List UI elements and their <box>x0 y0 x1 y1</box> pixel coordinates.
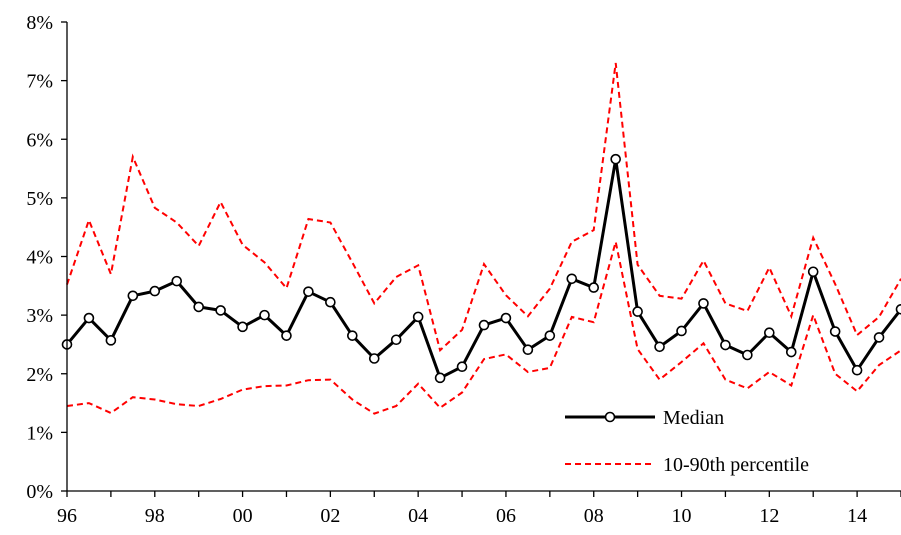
median-point <box>83 312 95 324</box>
median-point <box>171 275 183 287</box>
x-tick-label: 00 <box>233 505 253 527</box>
median-point <box>544 330 556 341</box>
median-point <box>500 312 512 324</box>
median-point <box>215 305 226 316</box>
median-point <box>368 353 380 364</box>
median-point <box>764 327 775 339</box>
x-tick-label: 12 <box>759 505 779 527</box>
x-tick-label: 10 <box>672 505 692 527</box>
median-point <box>720 339 731 351</box>
median-point <box>390 334 402 346</box>
median-point <box>676 325 687 337</box>
series-10th-percentile-line <box>66 241 901 415</box>
median-point <box>412 311 424 323</box>
x-tick-label: 08 <box>584 505 604 527</box>
legend: Median 10-90th percentile <box>565 407 809 476</box>
y-tick-label: 4% <box>26 247 53 269</box>
y-axis-ticks: 0% 1% 2% 3% 4% 5% 6% 7% 8% <box>26 12 67 503</box>
median-point <box>632 306 643 317</box>
legend-median-marker <box>604 411 616 423</box>
median-point <box>434 372 446 384</box>
median-point <box>193 301 204 313</box>
series-90th-percentile-line <box>66 62 901 353</box>
median-point <box>325 296 336 308</box>
x-tick-label: 06 <box>496 505 516 527</box>
y-tick-label: 2% <box>26 364 53 386</box>
axes <box>66 22 901 492</box>
median-point <box>259 309 270 321</box>
median-point <box>303 286 314 297</box>
median-point <box>785 346 797 358</box>
y-tick-label: 1% <box>26 422 53 444</box>
plot-lines <box>61 62 901 415</box>
x-axis-ticks: 96 98 00 02 04 06 08 10 12 14 <box>57 491 901 527</box>
median-point <box>698 298 709 309</box>
median-point <box>478 319 490 331</box>
x-tick-label: 96 <box>57 505 77 527</box>
median-point <box>522 344 534 356</box>
legend-percentile-label: 10-90th percentile <box>663 454 809 476</box>
y-tick-label: 3% <box>26 305 53 327</box>
median-point <box>149 285 161 297</box>
legend-median-label: Median <box>663 407 724 429</box>
y-tick-label: 0% <box>26 481 53 503</box>
y-tick-label: 7% <box>26 71 53 93</box>
x-tick-label: 02 <box>320 505 340 527</box>
median-point <box>456 361 468 373</box>
median-point <box>347 330 358 341</box>
median-point <box>807 266 819 278</box>
x-tick-label: 98 <box>145 505 165 527</box>
y-tick-label: 6% <box>26 129 53 151</box>
median-point <box>742 349 753 361</box>
median-point <box>105 335 117 346</box>
median-point <box>895 303 901 315</box>
x-tick-label: 04 <box>408 505 428 527</box>
median-point <box>588 282 600 293</box>
median-point <box>237 321 248 333</box>
median-point <box>610 153 621 165</box>
median-point <box>851 364 863 376</box>
median-point <box>281 330 292 341</box>
median-point <box>654 341 665 353</box>
median-point <box>127 290 139 302</box>
median-point <box>566 273 578 285</box>
x-tick-label: 14 <box>847 505 867 527</box>
median-point <box>873 332 885 343</box>
y-tick-label: 5% <box>26 188 53 210</box>
median-point <box>829 326 841 337</box>
y-tick-label: 8% <box>26 12 53 34</box>
series-median-line <box>65 157 901 380</box>
